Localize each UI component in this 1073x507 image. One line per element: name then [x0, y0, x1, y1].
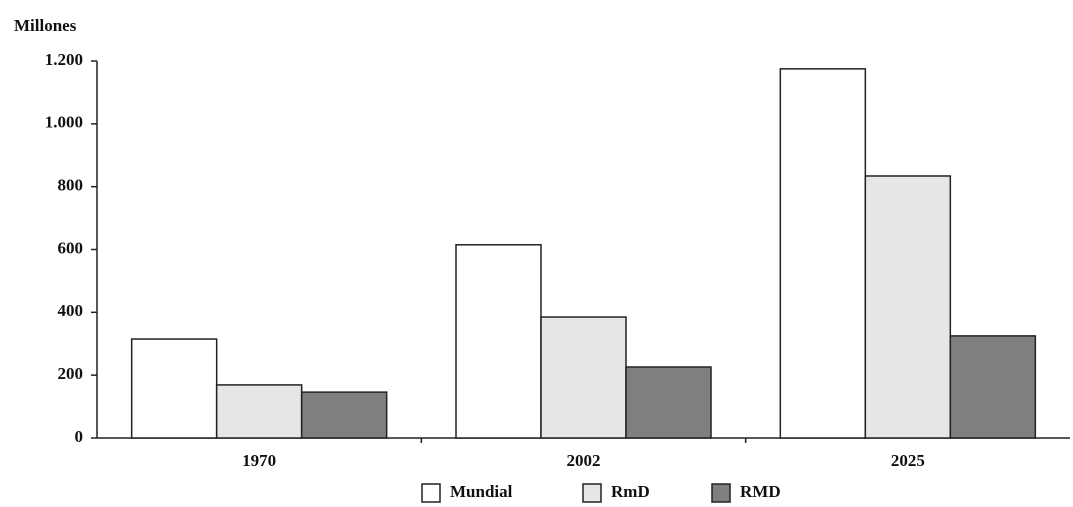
bar: [864, 175, 952, 439]
legend-label: Mundial: [450, 482, 513, 501]
bar: [300, 391, 388, 439]
x-tick-label: 2002: [567, 451, 601, 470]
bar: [130, 338, 218, 439]
bar: [779, 68, 867, 439]
y-tick-label: 0: [75, 427, 84, 446]
bar: [949, 335, 1037, 439]
bar: [215, 384, 303, 439]
x-tick-label: 2025: [891, 451, 925, 470]
y-axis-label: Millones: [14, 16, 77, 35]
y-tick-label: 400: [58, 301, 84, 320]
legend-swatch: [582, 483, 602, 503]
y-tick-label: 600: [58, 238, 84, 257]
y-tick-label: 800: [58, 176, 84, 195]
y-tick-label: 1.200: [45, 50, 83, 69]
bar: [625, 366, 712, 439]
legend-swatch: [421, 483, 441, 503]
y-tick-label: 200: [58, 364, 84, 383]
legend-label: RMD: [740, 482, 781, 501]
legend-swatch: [711, 483, 731, 503]
bar: [455, 244, 542, 439]
y-tick-label: 1.000: [45, 113, 83, 132]
legend-label: RmD: [611, 482, 650, 501]
x-tick-label: 1970: [242, 451, 276, 470]
bar: [540, 316, 627, 439]
